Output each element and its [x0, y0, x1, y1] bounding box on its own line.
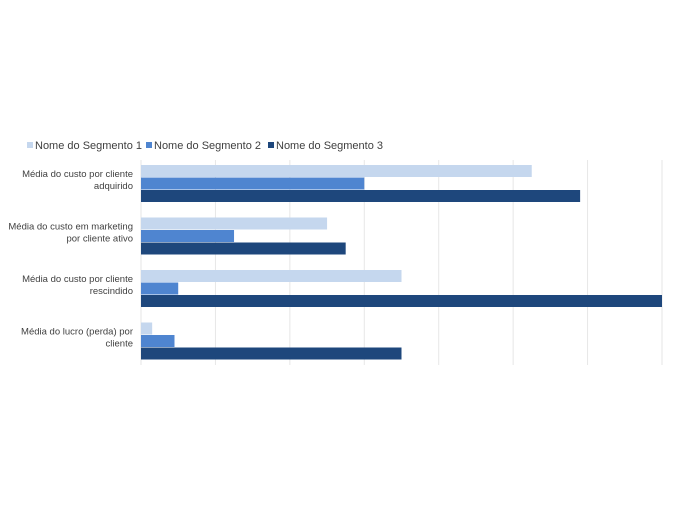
- bar: [141, 322, 153, 335]
- category-labels: Média do custo por cliente adquirido Média…: [8, 169, 133, 350]
- bar: [141, 242, 346, 255]
- bar: [141, 270, 402, 282]
- category-label: Média do custo em marketing por cliente a…: [8, 221, 133, 244]
- category-label: Média do custo por cliente rescindido: [22, 274, 133, 297]
- legend-label: Nome do Segmento 2: [154, 140, 261, 152]
- bar: [141, 177, 365, 190]
- bars: [141, 165, 662, 360]
- bar: [141, 347, 402, 360]
- legend-swatch: [146, 142, 152, 148]
- bar: [141, 165, 532, 177]
- bar: [141, 295, 662, 307]
- bar: [141, 282, 179, 295]
- category-label: Média do lucro (perda) por cliente: [21, 326, 133, 349]
- legend-swatch: [268, 142, 274, 148]
- legend-label: Nome do Segmento 1: [35, 140, 142, 152]
- legend: Nome do Segmento 1 Nome do Segmento 2 Nome…: [27, 140, 383, 152]
- legend-label: Nome do Segmento 3: [276, 140, 383, 152]
- bar: [141, 335, 175, 347]
- legend-swatch: [27, 142, 33, 148]
- bar: [141, 230, 235, 242]
- bar: [141, 217, 328, 230]
- bar: [141, 190, 581, 202]
- category-label: Média do custo por cliente adquirido: [22, 169, 133, 192]
